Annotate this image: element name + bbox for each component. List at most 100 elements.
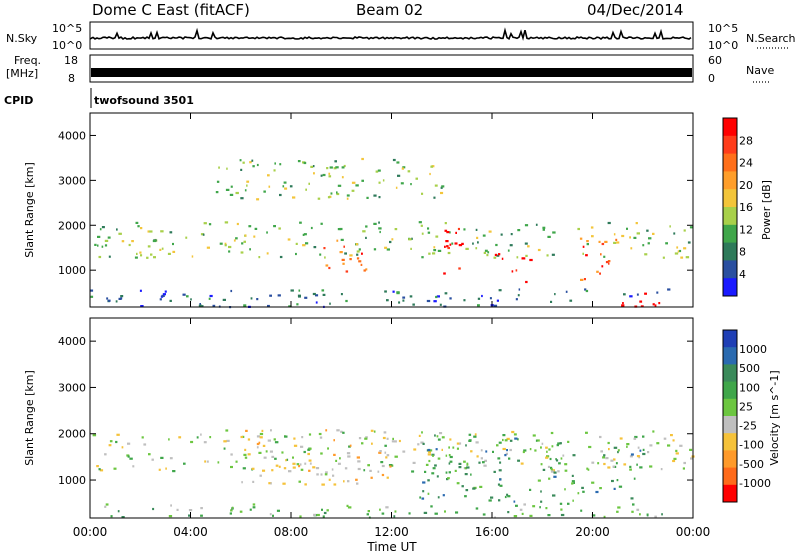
power-cell <box>121 240 125 243</box>
power-cell <box>243 304 247 307</box>
velocity-cell <box>282 482 286 485</box>
freq-strip-frame <box>89 54 694 83</box>
power-cell <box>135 221 139 224</box>
power-cell <box>249 161 252 164</box>
velocity-cell <box>682 467 685 470</box>
velocity-cell <box>539 506 541 509</box>
power-cell <box>392 290 395 293</box>
velocity-cell <box>339 457 341 460</box>
power-colorbar-tick: 8 <box>739 246 746 259</box>
power-cell <box>108 255 111 258</box>
velocity-cell <box>411 470 415 473</box>
velocity-cell <box>200 507 203 510</box>
velocity-xtick-label: 12:00 <box>374 525 409 539</box>
velocity-cell <box>652 430 655 433</box>
velocity-cell <box>498 499 501 502</box>
power-cell <box>268 185 271 188</box>
velocity-ylabel: Slant Range [km] <box>23 370 36 466</box>
velocity-cell <box>673 457 677 460</box>
nsearch-tick-bottom: 10^0 <box>708 39 738 52</box>
velocity-cell <box>468 433 472 436</box>
velocity-cell <box>243 453 247 456</box>
velocity-cell <box>556 459 559 462</box>
power-cell <box>323 247 326 250</box>
velocity-cell <box>226 439 230 442</box>
velocity-cell <box>642 452 646 456</box>
velocity-cell <box>172 470 176 473</box>
power-cell <box>336 239 339 242</box>
nsky-tick-bottom: 10^0 <box>52 39 82 52</box>
power-cell <box>591 235 594 238</box>
velocity-cell <box>485 450 488 453</box>
velocity-cell <box>286 458 289 461</box>
power-cell <box>605 261 609 264</box>
velocity-cell <box>230 453 233 456</box>
velocity-cell <box>308 433 312 436</box>
power-cell <box>623 293 626 296</box>
velocity-cell <box>386 476 389 479</box>
velocity-cell <box>591 481 595 484</box>
velocity-cell <box>639 449 642 452</box>
nsky-series <box>90 27 692 41</box>
velocity-cell <box>281 451 284 454</box>
power-cell <box>282 185 285 188</box>
power-cell <box>622 302 624 305</box>
power-cell <box>339 251 343 254</box>
power-yticks: 1000 2000 3000 4000 <box>58 113 694 307</box>
power-cell <box>676 246 679 249</box>
velocity-cell <box>117 510 120 513</box>
velocity-cell <box>307 448 311 451</box>
velocity-cell <box>293 444 298 447</box>
power-cell <box>365 236 367 239</box>
power-cell <box>351 189 355 192</box>
power-cell <box>461 242 464 245</box>
power-cell <box>277 294 281 297</box>
power-cell <box>435 295 438 299</box>
velocity-cell <box>484 459 487 462</box>
velocity-cell <box>422 481 426 484</box>
power-cell <box>361 157 364 161</box>
velocity-cell <box>546 455 550 458</box>
power-cell <box>418 221 422 224</box>
power-cell <box>411 237 413 240</box>
velocity-cell <box>619 437 623 440</box>
power-cell <box>360 263 363 266</box>
power-cell <box>239 159 242 162</box>
power-cell <box>252 165 255 168</box>
freq-series <box>91 68 692 77</box>
velocity-colorbar-label: Velocity [m s^-1] <box>768 370 781 465</box>
power-cell <box>164 290 167 293</box>
velocity-cell <box>616 479 619 482</box>
velocity-cell <box>419 496 422 499</box>
power-cell <box>320 222 323 225</box>
velocity-cell <box>269 450 273 453</box>
power-cell <box>607 221 611 225</box>
velocity-cell <box>564 469 568 472</box>
power-cell <box>139 251 142 254</box>
power-colorbar-tick: 12 <box>739 223 753 236</box>
velocity-cell <box>381 473 385 477</box>
velocity-cell <box>337 462 341 465</box>
velocity-yticks: 1000 2000 3000 4000 <box>58 318 694 518</box>
power-cell <box>328 175 332 178</box>
power-cell <box>254 227 258 230</box>
power-cell <box>90 289 94 292</box>
power-cell <box>455 231 457 234</box>
velocity-cell <box>607 441 610 445</box>
power-cell <box>358 248 361 251</box>
velocity-cell <box>388 464 393 467</box>
velocity-cell <box>654 515 657 518</box>
velocity-cell <box>513 433 517 436</box>
power-cell <box>284 187 288 190</box>
velocity-panel-frame <box>89 317 694 519</box>
velocity-colorbar-tick: -25 <box>739 420 757 433</box>
velocity-cell <box>365 436 368 439</box>
velocity-cell <box>517 459 520 462</box>
power-cell <box>607 260 611 263</box>
velocity-cell <box>256 446 259 449</box>
power-cell <box>346 197 349 200</box>
velocity-cell <box>369 469 372 472</box>
velocity-cell <box>200 514 203 517</box>
velocity-cell <box>324 473 328 476</box>
velocity-cell <box>380 461 384 464</box>
